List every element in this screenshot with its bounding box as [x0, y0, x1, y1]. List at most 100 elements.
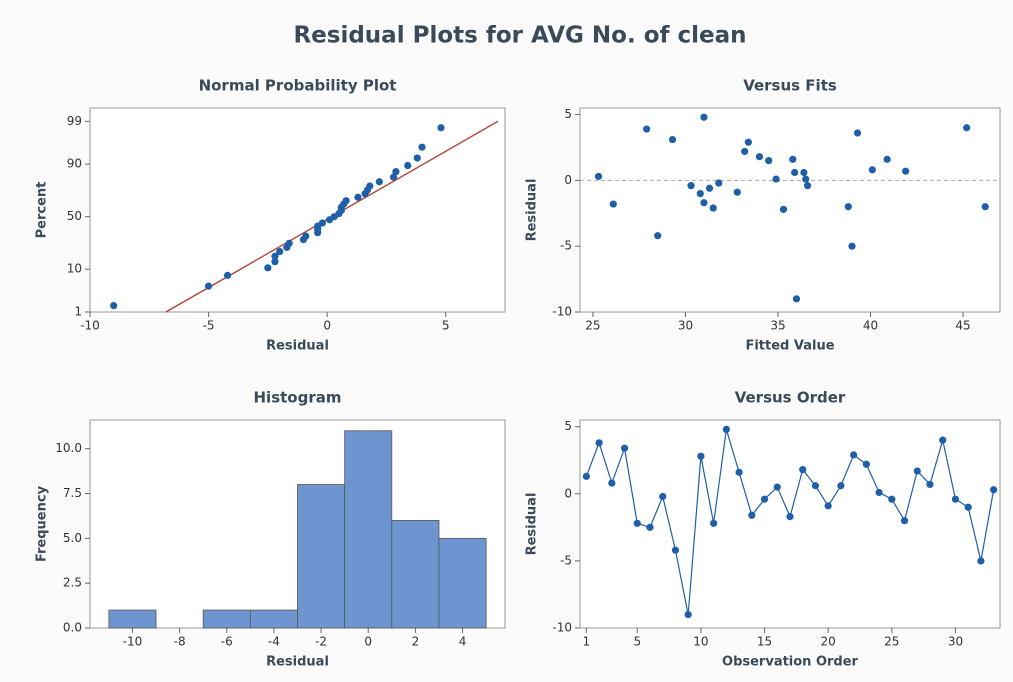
x-axis-label: Residual [266, 339, 329, 354]
x-tick-label: 4 [459, 635, 467, 649]
y-tick-label: 99 [67, 114, 82, 128]
x-tick-label: -4 [268, 635, 280, 649]
point [811, 482, 820, 490]
point [271, 258, 279, 266]
y-tick-label: 5.0 [63, 531, 82, 545]
point [609, 200, 617, 208]
x-tick-label: 1 [583, 635, 591, 649]
x-tick-label: 5 [442, 319, 450, 333]
point [684, 610, 692, 619]
panel-title: Histogram [254, 389, 342, 407]
point [646, 523, 654, 531]
point [595, 439, 603, 447]
point [418, 143, 426, 151]
y-tick-label: 10 [67, 262, 82, 276]
x-tick-label: 30 [678, 319, 693, 333]
point [633, 519, 641, 527]
point [710, 519, 718, 527]
x-tick-label: 10 [693, 635, 708, 649]
point [883, 155, 891, 163]
x-tick-label: 20 [821, 635, 836, 649]
x-tick-label: 5 [633, 635, 641, 649]
y-tick-label: 10.0 [55, 441, 82, 455]
point [772, 175, 780, 183]
y-axis-label: Percent [35, 182, 50, 239]
y-axis-label: Residual [525, 493, 540, 556]
panel-title: Versus Fits [743, 77, 837, 95]
x-tick-label: -10 [80, 319, 100, 333]
point [276, 248, 284, 256]
point [744, 138, 752, 146]
bar [297, 484, 346, 629]
point [792, 295, 801, 303]
point [620, 444, 629, 452]
point [722, 425, 730, 433]
point [404, 161, 412, 170]
point [755, 153, 764, 161]
x-tick-label: -10 [123, 635, 143, 649]
point [981, 203, 989, 211]
point [643, 125, 651, 133]
point [748, 511, 756, 519]
point [760, 495, 769, 503]
point [110, 301, 118, 310]
y-tick-label: 0 [564, 173, 572, 187]
y-axis-label: Residual [525, 179, 540, 242]
point [977, 557, 985, 565]
point [789, 155, 797, 163]
point [964, 503, 972, 511]
bar [108, 609, 157, 629]
plot-area [89, 107, 506, 313]
x-axis-label: Fitted Value [745, 339, 834, 354]
point [951, 495, 960, 503]
main-title: Residual Plots for AVG No. of clean [293, 23, 746, 49]
point [741, 147, 749, 156]
x-tick-label: 2 [412, 635, 420, 649]
y-tick-label: 50 [67, 209, 82, 223]
point [687, 182, 695, 190]
point [850, 451, 858, 459]
point [354, 193, 362, 201]
x-tick-label: 0 [323, 319, 331, 333]
bar [438, 537, 487, 629]
y-tick-label: 5 [564, 419, 572, 433]
x-tick-label: -6 [221, 635, 233, 649]
point [437, 124, 445, 132]
point [318, 219, 326, 227]
x-axis-label: Residual [266, 655, 329, 670]
point [888, 495, 896, 503]
point [853, 129, 862, 137]
y-tick-label: 2.5 [63, 576, 82, 590]
point [366, 182, 374, 190]
x-tick-label: 30 [948, 635, 963, 649]
y-tick-label: -5 [560, 239, 572, 253]
point [733, 188, 741, 196]
point [791, 168, 799, 177]
x-tick-label: 35 [770, 319, 785, 333]
point [824, 502, 832, 510]
point [413, 154, 421, 162]
point [697, 452, 705, 460]
plot-area [579, 107, 1001, 313]
y-tick-label: 0.0 [63, 621, 82, 635]
plot-area [579, 419, 1001, 629]
point [700, 113, 708, 121]
y-tick-label: 1 [74, 305, 82, 319]
point [939, 436, 947, 444]
point [696, 189, 704, 198]
point [582, 472, 590, 480]
bar [249, 609, 298, 629]
x-tick-label: -5 [203, 319, 215, 333]
point [342, 197, 350, 205]
point [302, 232, 310, 240]
x-axis-label: Observation Order [722, 655, 859, 670]
point [659, 492, 667, 501]
point [862, 460, 870, 468]
point [668, 135, 677, 144]
point [264, 264, 272, 272]
point [875, 488, 883, 497]
point [389, 173, 398, 181]
x-tick-label: -8 [174, 635, 186, 649]
point [654, 232, 662, 240]
